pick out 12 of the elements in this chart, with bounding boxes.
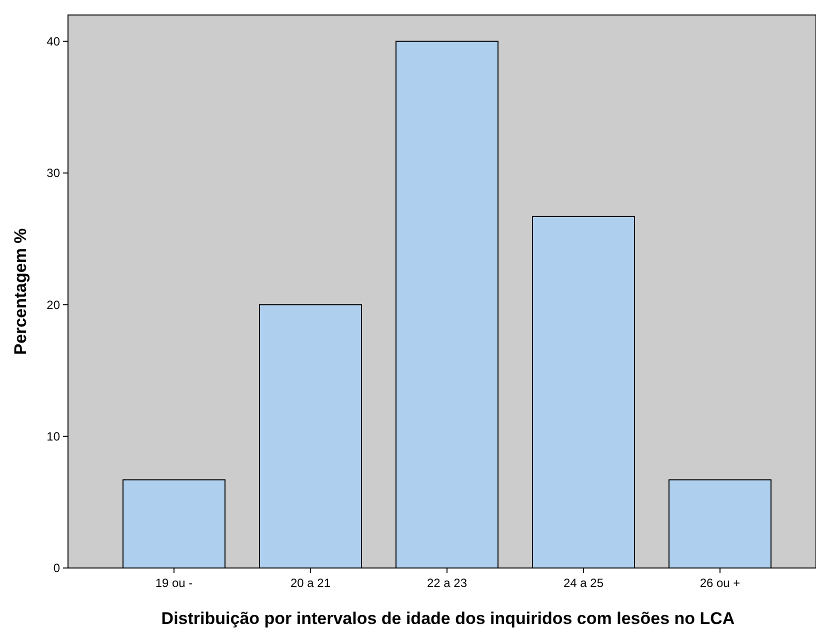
x-tick-label: 19 ou - [155,576,193,590]
y-tick-label: 10 [46,430,60,444]
x-tick-label: 24 a 25 [563,576,604,590]
x-tick-label: 20 a 21 [290,576,331,590]
y-tick-label: 0 [53,561,60,576]
y-tick-label: 20 [46,298,60,312]
x-axis-title: Distribuição por intervalos de idade dos inquiridos com lesões no LCA [161,609,735,628]
y-tick-label: 40 [46,34,60,49]
y-axis-title: Percentagem % [11,228,30,355]
y-tick-label: 30 [46,166,60,180]
x-tick-label: 22 a 23 [426,576,468,590]
x-tick-label: 26 ou + [700,576,740,590]
